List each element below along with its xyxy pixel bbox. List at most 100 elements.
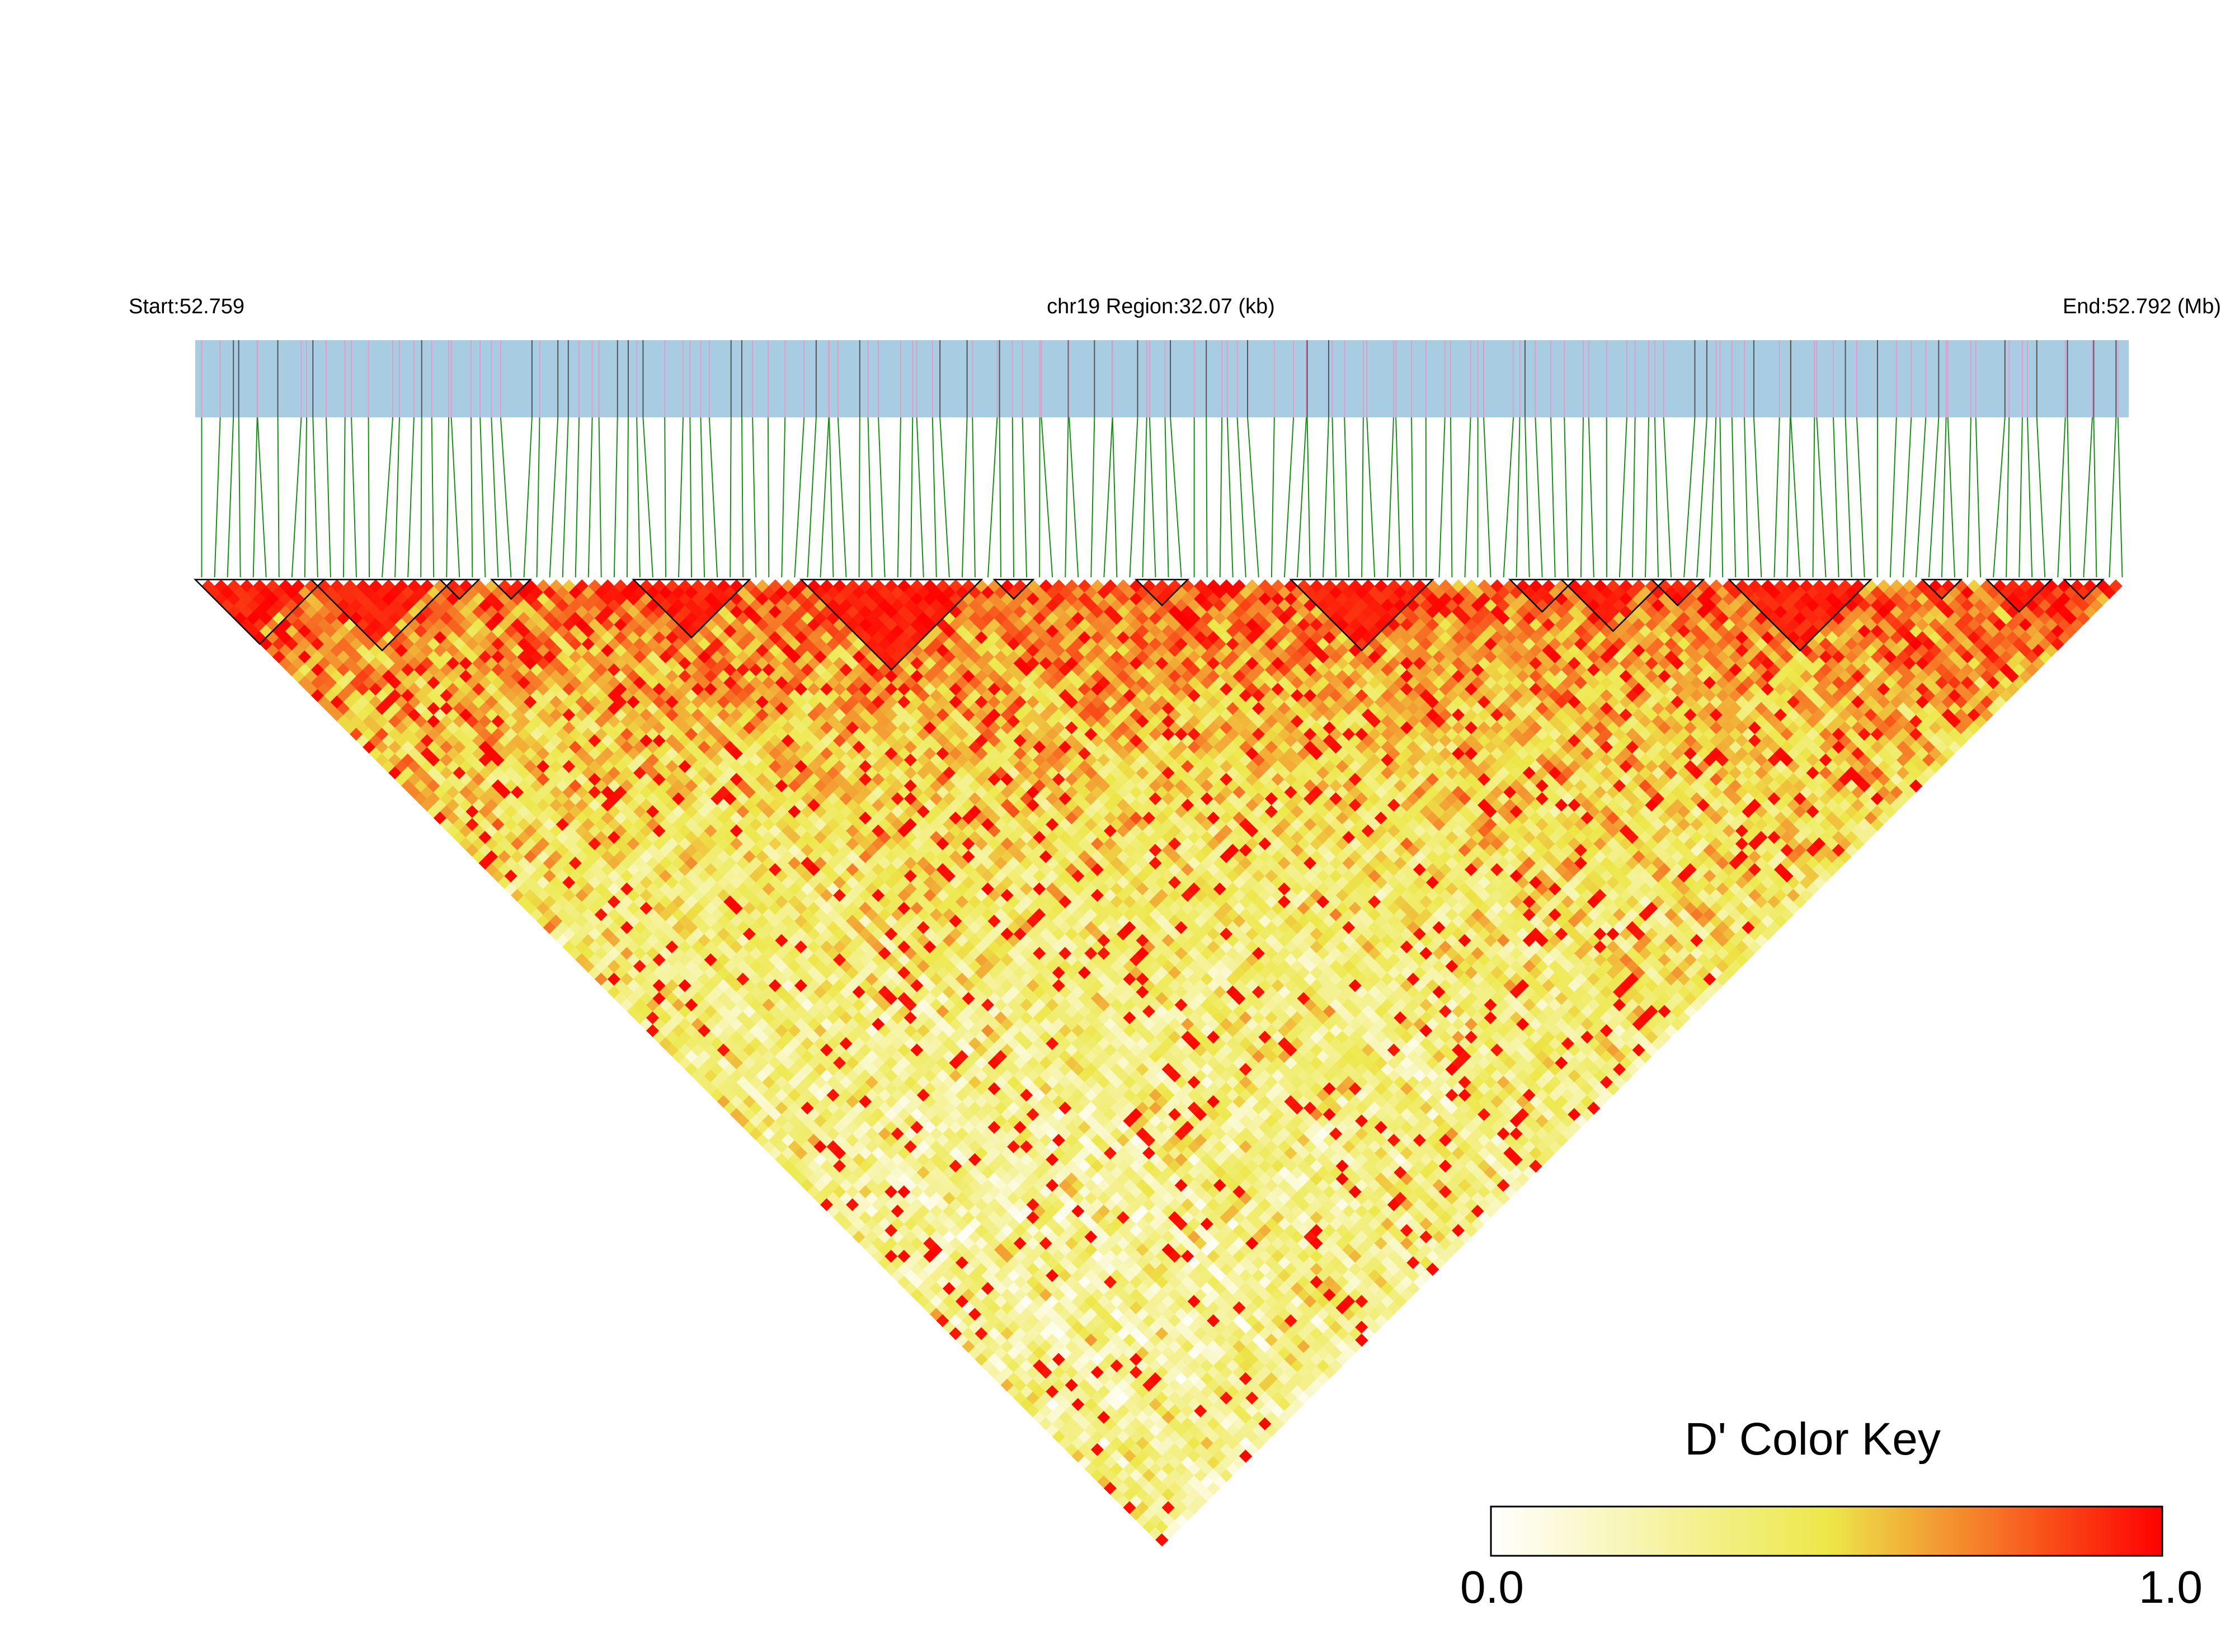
snp-connector [536,417,540,578]
snp-connector [2026,417,2033,578]
snp-connector [1170,417,1182,578]
snp-connector [2018,417,2023,578]
snp-connector [1812,417,1815,578]
snp-connector [257,417,267,578]
snp-connector [1395,417,1401,578]
snp-connector [931,417,937,578]
snp-connector [2109,417,2117,578]
snp-connector [1564,417,1569,578]
snp-connector [1450,417,1453,578]
snp-connector [1411,417,1414,578]
snp-connector [1731,417,1737,578]
snp-connector [1503,417,1514,578]
snp-connector [2036,417,2046,578]
snp-connector [730,417,732,578]
snp-connector [741,417,744,578]
snp-connector [523,417,533,578]
snp-connector [1129,417,1138,578]
snp-connector [910,417,914,578]
snp-connector [752,417,757,578]
snp-connector [1832,417,1839,578]
snp-connector [2006,417,2010,578]
snp-connector [878,417,886,578]
snp-connector [1947,417,1955,578]
snp-connector [1483,417,1491,578]
snp-connector [1387,417,1394,578]
snp-connector [1065,417,1069,578]
snp-connector [1366,417,1376,578]
snp-connector [636,417,641,578]
snp-connector [598,417,602,578]
snp-connector [1856,417,1865,578]
snp-connector [407,417,415,578]
snp-connector [500,417,512,578]
snp-connector [1902,417,1912,578]
snp-connector [1226,417,1234,578]
snp-connector [304,417,308,578]
snp-connector [2093,417,2097,578]
snp-connector [575,417,580,578]
snp-connector [1744,417,1749,578]
snp-connector [291,417,302,578]
snp-connector [326,417,331,578]
snp-track-background [195,340,2129,417]
snp-connector [961,417,968,578]
snp-connector [1719,417,1724,578]
snp-connector [678,417,684,578]
snp-connector [1786,417,1791,578]
snp-connector [394,417,400,578]
snp-connector [1645,417,1650,578]
snp-connector [420,417,422,578]
snp-connector [781,417,786,578]
snp-connector [1535,417,1543,578]
snp-connector [431,417,435,578]
snp-connector [2083,417,2093,578]
snp-connector [1112,417,1118,578]
snp-connector [1618,417,1627,578]
snp-connector [1941,417,1947,578]
snp-connector [1975,417,1982,578]
snp-connector [446,417,450,578]
snp-connector [999,417,1001,578]
snp-connector [689,417,693,578]
snp-connector [1323,417,1329,578]
snp-connector [1993,417,2006,578]
snp-connector [1967,417,1971,578]
snp-connector [491,417,499,578]
snp-connector [277,417,280,578]
snp-connector [837,417,847,578]
snp-connector [1438,417,1446,578]
snp-connector [479,417,486,578]
snp-connector [987,417,998,578]
snp-connector [1580,417,1584,578]
snp-connector [1928,417,1940,578]
snp-connector [1683,417,1696,578]
snp-connector [1425,417,1427,578]
snp-connector [1103,417,1113,578]
snp-connector [1753,417,1762,578]
snp-connector [238,417,241,578]
snp-connector [1696,417,1707,578]
snp-connector [1331,417,1337,578]
snp-connector [562,417,569,578]
snp-connector [470,417,473,578]
snp-connector [1773,417,1780,578]
snp-connector [1022,417,1028,578]
snp-connector [1011,417,1015,578]
snp-connector [549,417,559,578]
snp-connector [1550,417,1556,578]
snp-connector [1271,417,1275,578]
dprime-heatmap [201,579,2123,1547]
snp-connector [972,417,976,578]
snp-connector [794,417,805,578]
snp-connector [1041,417,1053,578]
snp-connector [2057,417,2066,578]
snp-connector [1206,417,1208,578]
snp-connector [351,417,357,578]
snp-connector [1069,417,1079,578]
snp-connector [807,417,817,578]
snp-connector [1631,417,1636,578]
snp-connector [642,417,653,578]
snp-tick-group [201,340,2119,417]
snp-connector [1344,417,1350,578]
